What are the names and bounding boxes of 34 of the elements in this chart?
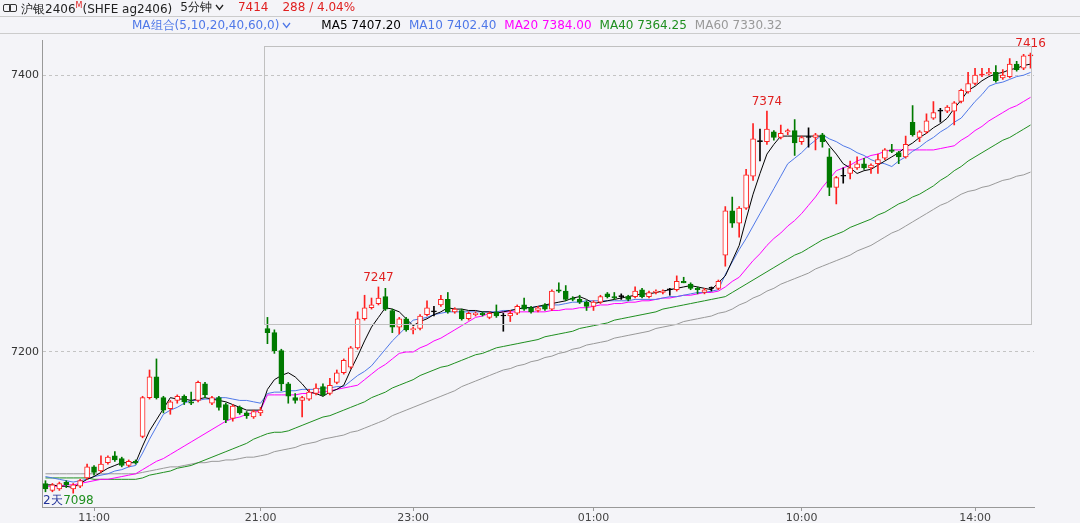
x-tick-label: 14:00 xyxy=(959,511,991,523)
annotation: 7374 xyxy=(751,94,783,109)
annotation: 2天 xyxy=(43,492,63,509)
text: 7414 xyxy=(237,0,269,15)
candlestick xyxy=(979,67,985,77)
text: MA组合(5,10,20,40,60,0) xyxy=(132,18,281,33)
candlestick xyxy=(299,395,305,418)
text: MA60 7330.32 xyxy=(694,18,783,33)
y-tick-label: 7400 xyxy=(11,68,39,82)
candlestick xyxy=(840,167,847,184)
text: 288 / 4.04% xyxy=(282,0,356,15)
chart-title: 沪银2406$^{M}$(SHFE ag2406) xyxy=(21,0,173,17)
text: MA20 7384.00 xyxy=(504,18,592,33)
candlestick xyxy=(500,312,507,332)
candlestick xyxy=(188,391,194,405)
chart-subtitle: 5分钟 xyxy=(180,0,212,15)
text: MA10 7402.40 xyxy=(409,18,497,33)
annotation: 7098 xyxy=(63,493,94,508)
text: MA40 7364.25 xyxy=(599,18,687,33)
x-tick-label: 10:00 xyxy=(785,511,818,523)
candlestick xyxy=(875,153,881,174)
candlestick xyxy=(611,292,618,300)
y-tick-label: 7200 xyxy=(11,344,39,358)
candlestick xyxy=(888,144,895,154)
x-tick-label: 21:00 xyxy=(244,511,277,523)
candlestick xyxy=(431,305,437,317)
x-tick-label: 23:00 xyxy=(397,511,429,523)
x-tick-label: 01:00 xyxy=(577,511,610,523)
annotation: 7247 xyxy=(363,270,394,285)
candlestick xyxy=(555,282,562,293)
text: MA5 7407.20 xyxy=(321,18,401,33)
x-tick-label: 11:00 xyxy=(78,511,110,523)
annotation: 7416 xyxy=(1015,36,1046,51)
candlestick xyxy=(666,288,673,296)
